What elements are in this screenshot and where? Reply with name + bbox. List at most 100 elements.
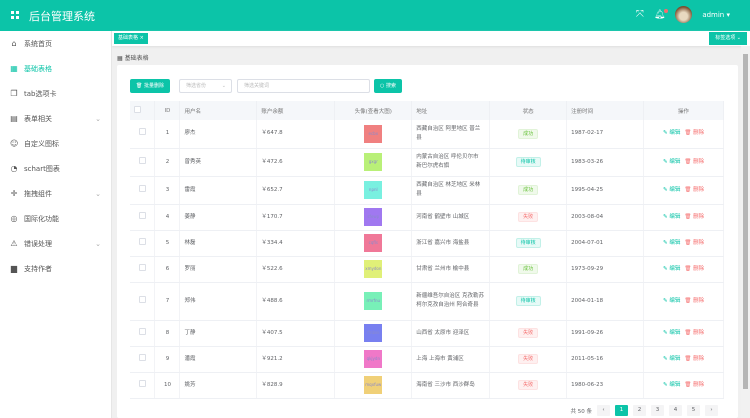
row-checkbox[interactable] [138, 295, 146, 303]
avatar-thumbnail[interactable]: cqfls [364, 234, 383, 252]
delete-button[interactable]: 🗑︎ 删除 [684, 130, 705, 137]
row-address: 上海 上海市 黄浦区 [411, 346, 491, 373]
avatar-thumbnail[interactable]: rfnbxk [364, 324, 383, 342]
search-button[interactable]: ○ 搜索 [374, 79, 402, 93]
row-balance: ￥334.4 [256, 230, 336, 257]
next-page-button[interactable]: › [705, 405, 718, 416]
row-id: 10 [154, 372, 181, 399]
sidebar-item-8[interactable]: ⚠ 错误处理 ⌄ [10, 239, 101, 248]
row-username: 姜静 [179, 204, 258, 231]
avatar-thumbnail[interactable]: xmydon [364, 260, 383, 278]
row-address: 西藏自治区 林芝地区 米林县 [411, 176, 491, 205]
delete-button[interactable]: 🗑︎ 删除 [684, 239, 705, 246]
status-badge: 成功 [518, 185, 539, 195]
avatar-thumbnail[interactable]: qkjydn [364, 350, 383, 368]
avatar-thumbnail[interactable]: sfewp [364, 208, 383, 226]
row-checkbox[interactable] [138, 184, 146, 192]
row-checkbox[interactable] [138, 353, 146, 361]
avatar-thumbnail[interactable]: ecbx [364, 124, 383, 143]
province-select[interactable]: 筛选省份 ⌄ [179, 79, 232, 93]
edit-button[interactable]: ✎ 编辑 [662, 297, 681, 304]
batch-delete-button[interactable]: 🗑︎ 批量删除 [130, 79, 170, 93]
delete-button[interactable]: 🗑︎ 删除 [684, 329, 705, 336]
form-icon: ▤ [10, 114, 18, 123]
edit-button[interactable]: ✎ 编辑 [662, 239, 681, 246]
edit-button[interactable]: ✎ 编辑 [662, 265, 681, 272]
sidebar-item-4[interactable]: ☺ 自定义图标 [10, 139, 59, 148]
grid-icon: ▦ [10, 64, 18, 73]
warning-icon: ⚠ [10, 239, 18, 248]
fullscreen-icon[interactable]: ⤧ [635, 9, 644, 20]
row-username: 雷霞 [179, 176, 258, 205]
delete-button[interactable]: 🗑︎ 删除 [684, 297, 705, 304]
row-checkbox[interactable] [138, 379, 146, 387]
column-header-4: 头像(查看大图) [334, 101, 413, 120]
page-4[interactable]: 4 [669, 405, 682, 416]
page-2[interactable]: 2 [633, 405, 646, 416]
tag-options-button[interactable]: 标签选项 ⌄ [709, 32, 747, 45]
top-header: 后台管理系统 ⤧ 🔔︎ admin ▾ [0, 0, 750, 31]
close-icon[interactable]: × [139, 35, 144, 41]
edit-button[interactable]: ✎ 编辑 [662, 213, 681, 220]
menu-grid-icon[interactable] [11, 11, 19, 19]
delete-button[interactable]: 🗑︎ 删除 [684, 381, 705, 388]
delete-button[interactable]: 🗑︎ 删除 [684, 355, 705, 362]
row-checkbox[interactable] [138, 211, 146, 219]
scrollbar-thumb[interactable] [743, 54, 748, 389]
edit-button[interactable]: ✎ 编辑 [662, 186, 681, 193]
table-row: 10 姚芳 ￥828.9 mqxfuw 海南省 三沙市 西沙群岛 失败 1980… [130, 372, 724, 399]
sidebar-item-7[interactable]: ◎ 国际化功能 [10, 214, 60, 223]
column-header-7: 注册时间 [566, 101, 645, 120]
avatar-thumbnail[interactable]: rmrfnu [364, 292, 383, 310]
avatar-thumbnail[interactable]: npnl [364, 181, 383, 199]
edit-button[interactable]: ✎ 编辑 [662, 130, 681, 137]
delete-button[interactable]: 🗑︎ 删除 [684, 213, 705, 220]
scrollbar[interactable] [741, 46, 750, 418]
row-username: 曾秀英 [179, 148, 258, 177]
row-balance: ￥170.7 [256, 204, 336, 231]
row-id: 3 [154, 176, 181, 205]
sidebar-item-0[interactable]: ⌂ 系统首页 [11, 39, 52, 48]
sidebar-item-6[interactable]: ✛ 拖拽组件 ⌄ [10, 189, 101, 198]
row-username: 姚芳 [179, 372, 258, 399]
sidebar-item-2[interactable]: ❐ tab选项卡 [10, 89, 57, 98]
bell-icon[interactable]: 🔔︎ [654, 8, 669, 20]
row-date: 2003-08-04 [566, 204, 645, 231]
delete-button[interactable]: 🗑︎ 删除 [684, 265, 705, 272]
page-3[interactable]: 3 [651, 405, 664, 416]
edit-button[interactable]: ✎ 编辑 [662, 355, 681, 362]
edit-button[interactable]: ✎ 编辑 [662, 329, 681, 336]
keyword-input[interactable]: 筛选关键词 [237, 79, 370, 93]
tag-basic-table[interactable]: 基础表格 × [114, 33, 148, 44]
sidebar-item-1[interactable]: ▦ 基础表格 [10, 64, 52, 73]
row-balance: ￥647.8 [256, 120, 336, 149]
page-5[interactable]: 5 [687, 405, 700, 416]
avatar-thumbnail[interactable]: gxgr [364, 153, 383, 171]
select-all-checkbox[interactable] [134, 106, 141, 113]
sidebar-item-9[interactable]: ▆ 支持作者 [10, 264, 52, 273]
row-checkbox[interactable] [138, 237, 146, 245]
status-badge: 失败 [518, 328, 539, 338]
delete-button[interactable]: 🗑︎ 删除 [684, 158, 705, 165]
edit-button[interactable]: ✎ 编辑 [662, 158, 681, 165]
status-badge: 成功 [518, 264, 539, 274]
avatar-thumbnail[interactable]: mqxfuw [364, 376, 383, 394]
page-1[interactable]: 1 [615, 405, 628, 416]
globe-icon: ◎ [10, 214, 18, 223]
prev-page-button[interactable]: ‹ [597, 405, 610, 416]
row-username: 丁静 [179, 320, 258, 347]
row-checkbox[interactable] [138, 327, 146, 335]
row-date: 2004-01-18 [566, 282, 645, 321]
row-checkbox[interactable] [138, 156, 146, 164]
avatar[interactable] [675, 6, 693, 23]
row-checkbox[interactable] [138, 263, 146, 271]
edit-icon: ✎ [662, 381, 668, 388]
user-menu[interactable]: admin ▾ [702, 10, 730, 19]
sidebar-item-5[interactable]: ◔ schart图表 [10, 164, 60, 173]
delete-button[interactable]: 🗑︎ 删除 [684, 186, 705, 193]
edit-button[interactable]: ✎ 编辑 [662, 381, 681, 388]
row-checkbox[interactable] [138, 128, 146, 136]
sidebar-item-3[interactable]: ▤ 表单相关 ⌄ [10, 114, 101, 123]
row-id: 9 [154, 346, 181, 373]
table-row: 1 廖杰 ￥647.8 ecbx 西藏自治区 阿里地区 普兰县 成功 1987-… [130, 120, 724, 149]
